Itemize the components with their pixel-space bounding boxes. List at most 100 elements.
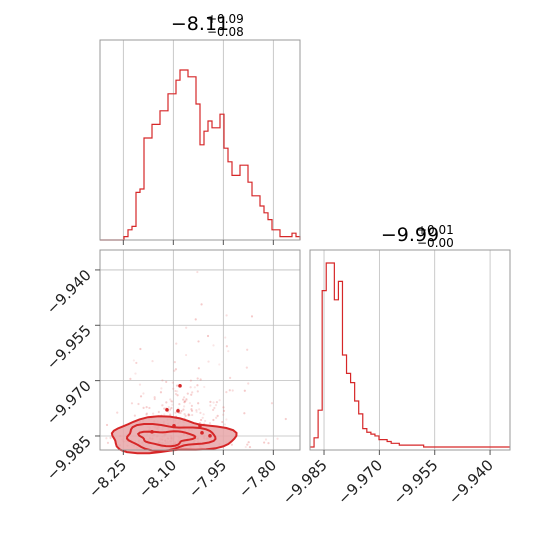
scatter-point [176, 390, 179, 393]
joint-contours [110, 384, 238, 455]
scatter-point [187, 413, 190, 416]
scatter-point [246, 443, 249, 446]
scatter-point [188, 414, 191, 417]
scatter-point [186, 392, 189, 395]
joint-y-tick-label: −9.940 [43, 266, 95, 318]
scatter-point [222, 413, 225, 416]
scatter-point [175, 384, 179, 387]
marginal-y-frame [309, 249, 511, 451]
scatter-point [189, 386, 192, 389]
scatter-point [151, 360, 154, 363]
joint-panel: −8.25 −8.10 −7.95 −7.80 −9.940−9.955−9.970−… [43, 249, 301, 501]
scatter-point [246, 348, 249, 351]
scatter-point [204, 419, 207, 423]
scatter-point [225, 418, 228, 421]
scatter-point [197, 340, 200, 343]
contour-spot [200, 431, 204, 435]
marginal-y-lower-error: −0.00 [417, 236, 454, 250]
scatter-point [174, 392, 178, 396]
scatter-point [213, 406, 216, 410]
scatter-point [179, 411, 182, 415]
scatter-point [139, 395, 143, 398]
scatter-point [225, 314, 228, 317]
scatter-point [163, 413, 166, 416]
scatter-point [200, 418, 203, 422]
scatter-point [184, 353, 188, 357]
scatter-point [185, 326, 188, 329]
scatter-point [153, 396, 156, 399]
scatter-point [227, 350, 230, 353]
scatter-point [195, 409, 198, 412]
scatter-point [206, 334, 210, 338]
scatter-point [137, 402, 140, 406]
scatter-point [180, 409, 183, 413]
scatter-point [139, 347, 142, 351]
marginal-x-lower-error: −0.08 [207, 25, 244, 39]
contour-inner [136, 430, 197, 448]
scatter-point [105, 437, 108, 440]
joint-x-tick-label: −7.95 [185, 456, 230, 501]
scatter-point [174, 411, 177, 414]
scatter-point [169, 398, 172, 401]
scatter-point [215, 401, 219, 404]
scatter-point [178, 403, 181, 406]
scatter-point [174, 389, 177, 393]
scatter-point [132, 359, 135, 362]
scatter-point [201, 416, 204, 419]
scatter-point [190, 408, 193, 411]
scatter-point [116, 411, 119, 414]
marginal-y-median: −9.99 [381, 224, 439, 246]
scatter-point [165, 401, 168, 404]
scatter-point [176, 394, 179, 397]
joint-x-tick-label: −8.10 [135, 456, 180, 501]
scatter-point [172, 387, 175, 390]
scatter-point [171, 403, 174, 406]
scatter-point [243, 389, 246, 392]
scatter-point [182, 398, 185, 401]
scatter-point [170, 406, 173, 410]
scatter-point [130, 402, 134, 405]
scatter-point [276, 437, 279, 440]
scatter-point [152, 412, 155, 415]
scatter-point [208, 422, 212, 425]
scatter-point [138, 383, 142, 386]
contour-middle [125, 423, 217, 453]
scatter-point [231, 389, 234, 392]
scatter-point [195, 410, 198, 414]
marginal-y-upper-error: +0.01 [417, 223, 454, 237]
scatter-point [165, 380, 168, 384]
scatter-point [247, 441, 250, 444]
joint-frame [99, 249, 301, 451]
contour-spot [178, 384, 182, 388]
scatter-point [105, 423, 109, 427]
scatter-point [207, 360, 210, 363]
contour-spot [172, 424, 176, 428]
scatter-point [218, 399, 221, 402]
scatter-point [224, 336, 227, 339]
scatter-point [157, 410, 160, 414]
scatter-point [197, 367, 200, 370]
scatter-point [135, 361, 138, 365]
scatter-point [267, 442, 270, 445]
scatter-point [243, 412, 246, 415]
scatter-point [183, 413, 186, 416]
scatter-point [198, 408, 201, 411]
scatter-point [190, 404, 193, 407]
scatter-point [196, 270, 199, 274]
scatter-point [209, 400, 212, 404]
scatter-point [248, 445, 252, 449]
scatter-point [159, 391, 163, 394]
scatter-point [199, 411, 202, 415]
scatter-point [189, 379, 192, 382]
scatter-point [222, 406, 225, 409]
scatter-point [212, 401, 215, 404]
scatter-point [193, 386, 196, 389]
joint-y-tick-label: −9.970 [43, 377, 95, 429]
marginal-x-title: −8.11 [171, 13, 229, 35]
scatter-point [263, 441, 266, 444]
scatter-point [264, 438, 268, 441]
scatter-point [196, 377, 199, 380]
contour-spot [165, 408, 169, 412]
scatter-point [250, 315, 254, 318]
